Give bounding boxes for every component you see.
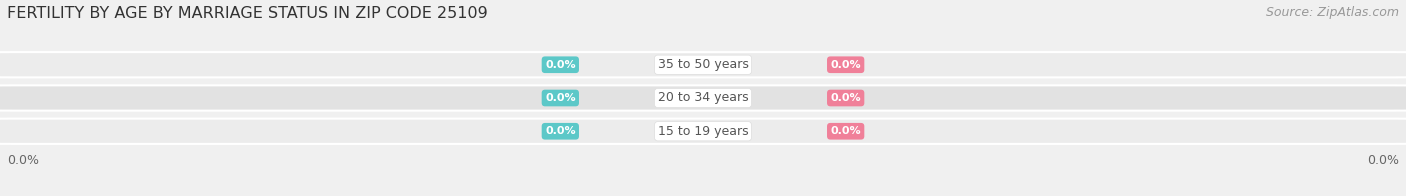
Text: 0.0%: 0.0% <box>831 126 860 136</box>
Text: 0.0%: 0.0% <box>546 60 575 70</box>
Text: 0.0%: 0.0% <box>546 126 575 136</box>
Text: Source: ZipAtlas.com: Source: ZipAtlas.com <box>1265 6 1399 19</box>
FancyBboxPatch shape <box>0 119 1406 144</box>
Text: FERTILITY BY AGE BY MARRIAGE STATUS IN ZIP CODE 25109: FERTILITY BY AGE BY MARRIAGE STATUS IN Z… <box>7 6 488 21</box>
FancyBboxPatch shape <box>0 85 1406 111</box>
Text: 0.0%: 0.0% <box>1367 153 1399 167</box>
FancyBboxPatch shape <box>0 52 1406 77</box>
Text: 0.0%: 0.0% <box>831 93 860 103</box>
Text: 0.0%: 0.0% <box>546 93 575 103</box>
Text: 15 to 19 years: 15 to 19 years <box>658 125 748 138</box>
Text: 35 to 50 years: 35 to 50 years <box>658 58 748 71</box>
Text: 0.0%: 0.0% <box>7 153 39 167</box>
Text: 20 to 34 years: 20 to 34 years <box>658 92 748 104</box>
Text: 0.0%: 0.0% <box>831 60 860 70</box>
